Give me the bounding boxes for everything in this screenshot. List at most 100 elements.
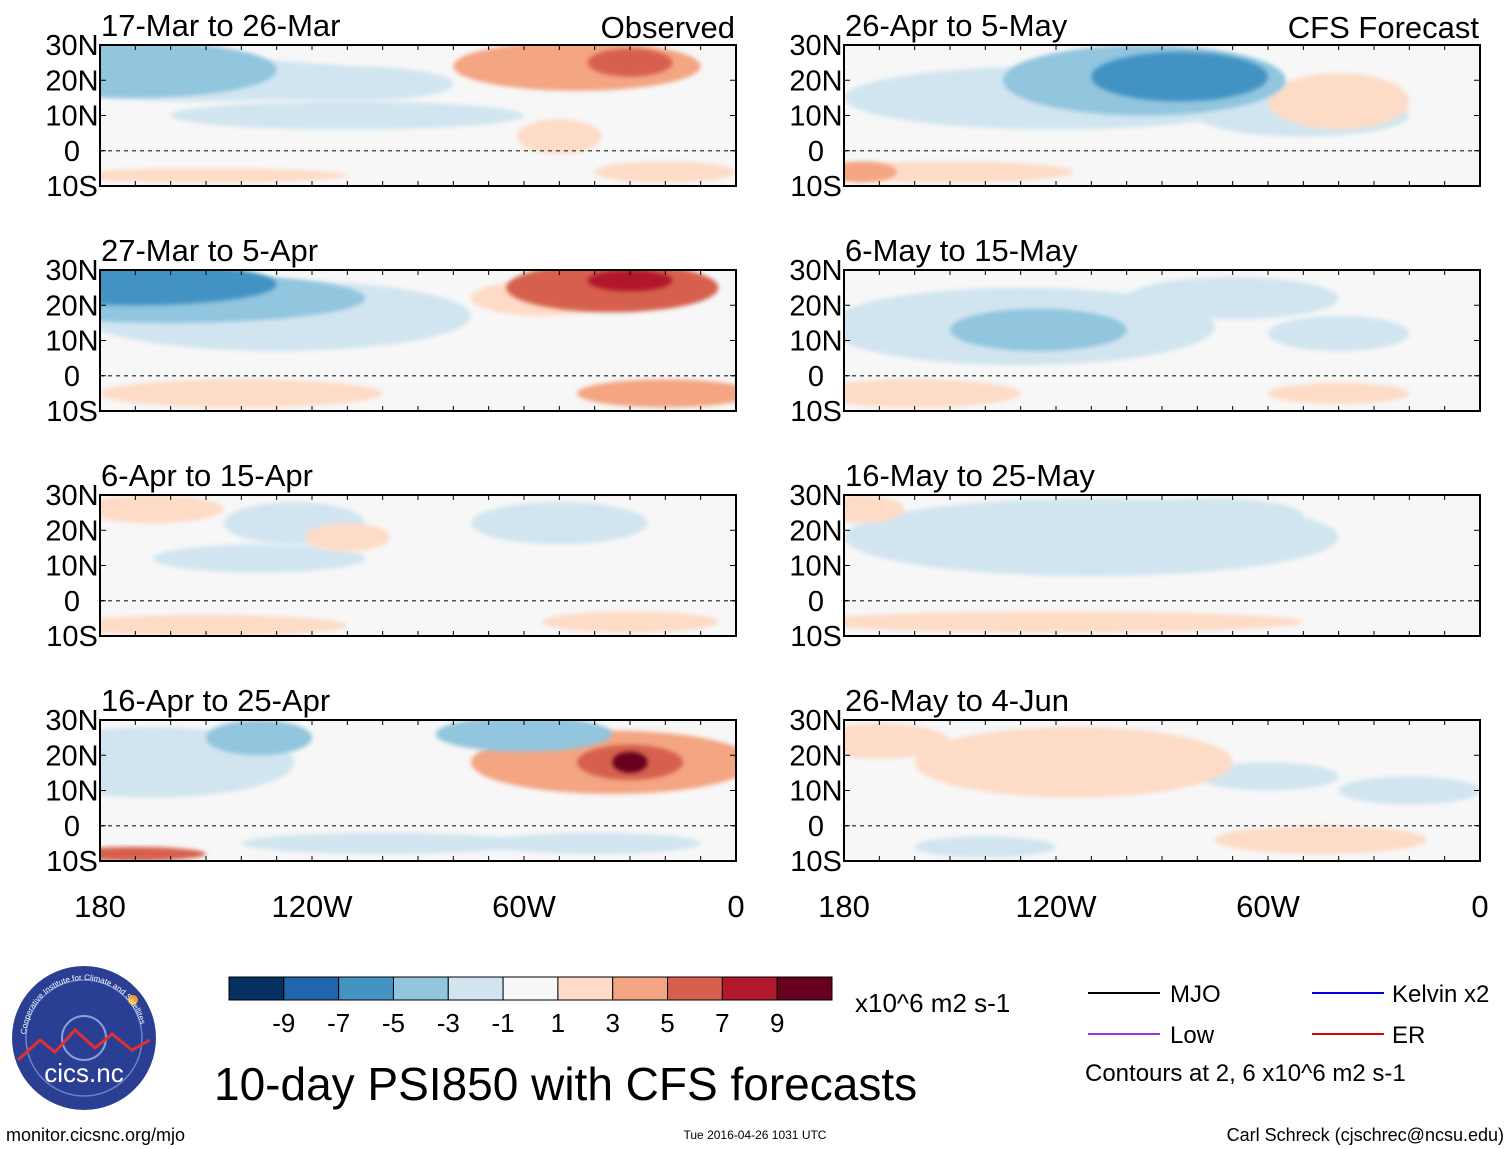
lat-label: 30N — [789, 255, 842, 287]
anomaly-field — [100, 495, 719, 636]
colorbar-tick-label: -9 — [272, 1008, 295, 1038]
colorbar-tick-label: -3 — [437, 1008, 460, 1038]
colorbar: -9 -7 -5 -3 -1 1 3 5 7 9 — [228, 976, 833, 1038]
lat-label: 10N — [789, 551, 842, 583]
panel-title: 26-May to 4-Jun — [845, 683, 1069, 718]
anomaly-blob — [170, 101, 524, 130]
legend-label-kelvin: Kelvin x2 — [1392, 981, 1489, 1008]
anomaly-blob — [844, 611, 1304, 633]
lat-label: 0 — [808, 136, 824, 168]
anomaly-blob — [1268, 73, 1410, 130]
anomaly-blob — [914, 727, 1233, 798]
colorbar-tick-label: 7 — [715, 1008, 729, 1038]
panel-title: 17-Mar to 26-Mar — [101, 8, 340, 43]
panel-title: 6-Apr to 15-Apr — [101, 458, 313, 493]
lon-label: 180 — [818, 889, 870, 924]
lat-label: 0 — [808, 586, 824, 618]
lon-label: 60W — [492, 889, 556, 924]
lat-label: 0 — [808, 811, 824, 843]
lat-label: 20N — [45, 515, 98, 547]
lat-label: 0 — [64, 586, 80, 618]
anomaly-blob — [153, 544, 365, 573]
lat-label: 10S — [46, 846, 98, 878]
logo-inner-ring — [25, 979, 143, 1097]
anomaly-blob — [470, 502, 648, 545]
anomaly-field — [100, 270, 736, 408]
column-label: Observed — [601, 10, 735, 45]
anomaly-blob — [100, 495, 224, 524]
colorbar-tick-label: -7 — [327, 1008, 350, 1038]
anomaly-blob — [844, 495, 905, 524]
colorbar-tick-label: 9 — [770, 1008, 784, 1038]
lat-label: 20N — [45, 65, 98, 97]
colorbar-tick-label: -5 — [382, 1008, 405, 1038]
anomaly-blob — [594, 161, 736, 183]
anomaly-blob — [100, 270, 277, 306]
anomaly-blob — [488, 832, 701, 854]
colorbar-swatch — [447, 976, 504, 1001]
anomaly-blob — [612, 751, 648, 773]
legend-label-low: Low — [1170, 1022, 1215, 1049]
anomaly-blob — [967, 526, 1074, 562]
lon-label: 120W — [272, 889, 354, 924]
footer-url: monitor.cicsnc.org/mjo — [6, 1125, 185, 1145]
lat-label: 30N — [789, 30, 842, 62]
colorbar-swatch — [502, 976, 559, 1001]
anomaly-blob — [516, 119, 602, 155]
colorbar-tick-label: -1 — [492, 1008, 515, 1038]
lon-label: 0 — [727, 889, 744, 924]
anomaly-blob — [241, 832, 525, 854]
lat-label: 30N — [45, 480, 98, 512]
lat-label: 10S — [790, 846, 842, 878]
footer-timestamp: Tue 2016-04-26 1031 UTC — [684, 1128, 827, 1142]
figure-title: 10-day PSI850 with CFS forecasts — [214, 1058, 917, 1110]
panel-title: 16-Apr to 25-Apr — [101, 683, 330, 718]
anomaly-blob — [587, 270, 673, 292]
colorbar-tick-label: 3 — [605, 1008, 619, 1038]
colorbar-swatch — [612, 976, 669, 1001]
lat-label: 10N — [789, 326, 842, 358]
lat-label: 10N — [789, 776, 842, 808]
anomaly-field — [844, 277, 1410, 408]
anomaly-blob — [206, 720, 312, 756]
colorbar-swatch — [283, 976, 340, 1001]
legend-label-er: ER — [1392, 1022, 1425, 1049]
anomaly-blob — [844, 723, 950, 759]
anomaly-field — [100, 720, 736, 861]
lat-label: 10S — [46, 621, 98, 653]
contour-legend: MJO Kelvin x2 Low ER Contours at 2, 6 x1… — [1085, 981, 1489, 1087]
colorbar-swatch — [392, 976, 449, 1001]
anomaly-blob — [1126, 498, 1304, 534]
anomaly-blob — [1268, 315, 1410, 352]
cics-logo: cics.nc Cooperative Institute for Climat… — [12, 966, 156, 1110]
panel-title: 6-May to 15-May — [845, 233, 1078, 268]
anomaly-blob — [587, 48, 673, 77]
colorbar-swatch — [776, 976, 833, 1001]
lat-label: 20N — [789, 740, 842, 772]
anomaly-blob — [304, 523, 390, 552]
anomaly-blob — [241, 66, 454, 102]
longitude-axis: 180 120W 60W 0 180 120W 60W 0 — [74, 889, 1488, 924]
lon-label: 120W — [1016, 889, 1098, 924]
footer-author: Carl Schreck (cjschrec@ncsu.edu) — [1227, 1125, 1504, 1145]
map-panels: 17-Mar to 26-Mar Observed30N20N10N010S27-… — [45, 8, 1481, 878]
colorbar-swatch — [338, 976, 394, 1001]
colorbar-tick-label: 5 — [660, 1008, 674, 1038]
lat-label: 20N — [45, 290, 98, 322]
lat-label: 30N — [789, 480, 842, 512]
lat-label: 10N — [45, 776, 98, 808]
legend-label-mjo: MJO — [1170, 981, 1221, 1008]
anomaly-blob — [100, 614, 348, 636]
anomaly-field — [844, 723, 1480, 858]
anomaly-blob — [844, 379, 1021, 408]
lat-label: 10N — [45, 101, 98, 133]
lat-label: 10S — [790, 396, 842, 428]
anomaly-blob — [1197, 762, 1339, 791]
contour-note: Contours at 2, 6 x10^6 m2 s-1 — [1085, 1060, 1406, 1087]
colorbar-swatch — [721, 976, 778, 1001]
